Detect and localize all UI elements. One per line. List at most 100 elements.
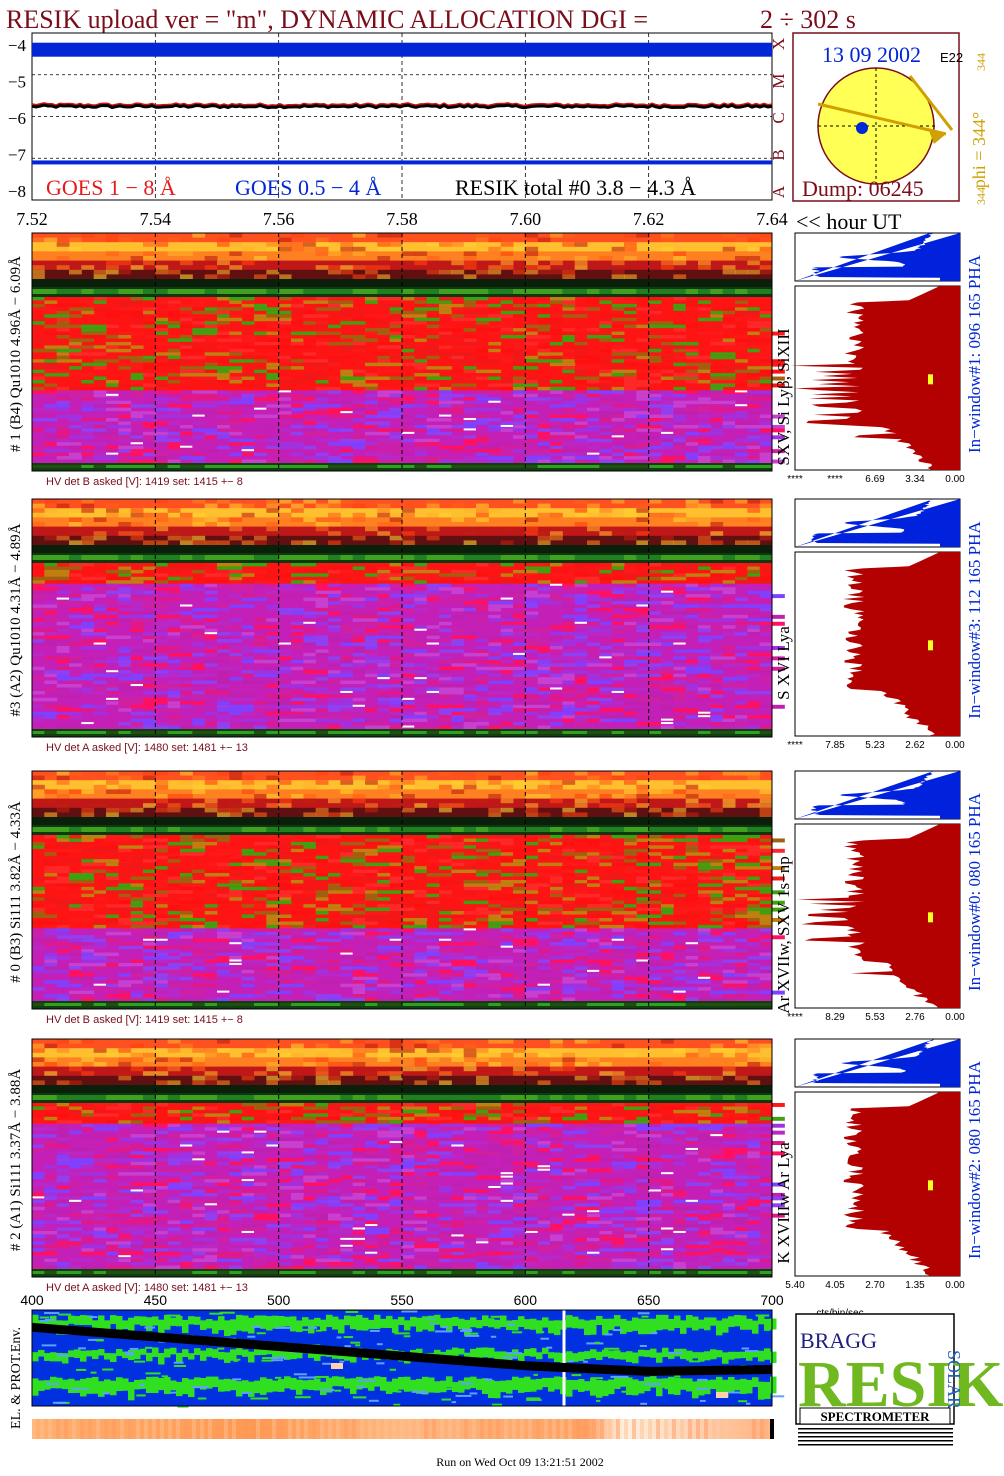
resik-total-underlay (31, 102, 773, 107)
spectro-cell (636, 601, 662, 605)
spectro-cell (204, 711, 218, 716)
spectro-cell (698, 445, 711, 450)
pha-tick-label: **** (787, 474, 803, 485)
spectro-cell (278, 393, 292, 398)
spectro-cell (340, 303, 354, 308)
spectro-cell (278, 421, 292, 426)
spectro-cell (81, 935, 95, 940)
spectro-green-cell (439, 731, 452, 734)
spectro-upper-cell (130, 508, 144, 514)
spectro-cell (130, 317, 144, 322)
spectro-cell (698, 431, 724, 436)
spectro-cell (463, 393, 489, 398)
spectro-cell (352, 369, 366, 374)
spectro-upper-cell (500, 798, 514, 804)
spectro-cell (525, 900, 539, 905)
spectro-cell (698, 687, 711, 692)
spectro-green-cell (525, 465, 539, 468)
spectro-cell (624, 886, 637, 891)
spectro-cell (747, 869, 773, 874)
spectro-cell (377, 424, 391, 429)
spectro-cell (229, 656, 243, 661)
spectro-upper-cell (241, 789, 255, 795)
spectro-green-cell (352, 555, 366, 560)
spectro-green-cell (69, 555, 82, 560)
spectro-cell (56, 900, 82, 905)
spectro-upper-cell (377, 242, 391, 248)
spectro-cell (241, 345, 267, 350)
spectro-upper-cell (352, 233, 366, 239)
spectro-cell (759, 625, 773, 630)
spectro-cell (574, 359, 600, 364)
spectro-upper-cell (130, 512, 144, 518)
spectro-cell (328, 303, 341, 308)
spectro-green-cell (32, 465, 45, 468)
spectro-cell (574, 838, 600, 843)
spectro-cell (402, 414, 415, 419)
spectro-cell (513, 380, 526, 384)
spectro-cell (476, 590, 489, 595)
spectro-row (32, 445, 772, 450)
spectro-green-cell (488, 555, 502, 560)
spectro-cell (56, 580, 70, 585)
spectro-cell (525, 869, 539, 874)
spectro-cell (377, 449, 403, 454)
spectro-cell (685, 597, 711, 602)
spectro-green-cell (389, 555, 403, 560)
spectro-cell (698, 928, 711, 933)
spectro-cell (303, 611, 329, 616)
spectro-green-cell (192, 731, 206, 734)
spectro-cell (636, 424, 662, 429)
spectro-cell (377, 459, 403, 464)
spectro-cell (291, 393, 304, 398)
spectro-cell (278, 890, 304, 895)
spectro-cell (303, 400, 317, 405)
spectro-cell (599, 594, 625, 599)
spectro-cell (254, 866, 267, 871)
spectro-cell (204, 324, 218, 329)
spectro-cell (241, 625, 255, 630)
spectro-cell (587, 438, 613, 443)
spectro-cell (698, 421, 711, 426)
spectro-upper-cell (550, 269, 563, 275)
spectro-cell (303, 411, 317, 416)
spectro-cell (710, 355, 736, 360)
spectro-cell (254, 414, 280, 419)
spectro-cell (44, 576, 70, 581)
spectro-cell (500, 397, 526, 402)
spectro-cell (513, 935, 526, 940)
spectro-cell (451, 569, 477, 574)
spectro-cell (180, 835, 193, 839)
spectro-cell (340, 563, 366, 567)
spectro-upper-cell (291, 233, 304, 239)
spectro-cell (303, 886, 329, 891)
spectro-upper-cell (426, 256, 440, 262)
spectro-cell (463, 587, 477, 592)
spectro-green-cell (624, 555, 637, 560)
spectro-cell (167, 380, 181, 384)
spectro-cell (44, 942, 70, 947)
spectro-cell (513, 852, 526, 857)
spectro-cell (722, 421, 736, 426)
spectro-cell (562, 938, 576, 943)
spectro-cell (180, 625, 206, 630)
spectro-cell (180, 897, 193, 902)
spectro-cell (192, 949, 206, 954)
spectro-cell (389, 656, 403, 661)
spectro-cell (291, 359, 304, 364)
spectro-upper-cell (537, 503, 551, 509)
spectro-cell (562, 904, 588, 909)
spectro-upper-cell (550, 260, 563, 266)
spectro-cell (204, 890, 218, 895)
spectro-green-cell (241, 731, 255, 734)
spectro-cell (525, 646, 551, 650)
spectro-upper-cell (229, 233, 243, 239)
spectro-upper-cell (69, 540, 82, 546)
goes-frame (31, 32, 773, 201)
spectro-upper-cell (402, 540, 415, 546)
spectro-cell (241, 942, 267, 947)
spectro-upper-cell (661, 812, 674, 818)
spectro-cell (426, 656, 452, 661)
spectro-green-cell (550, 827, 563, 832)
spectro-cell (513, 611, 526, 616)
